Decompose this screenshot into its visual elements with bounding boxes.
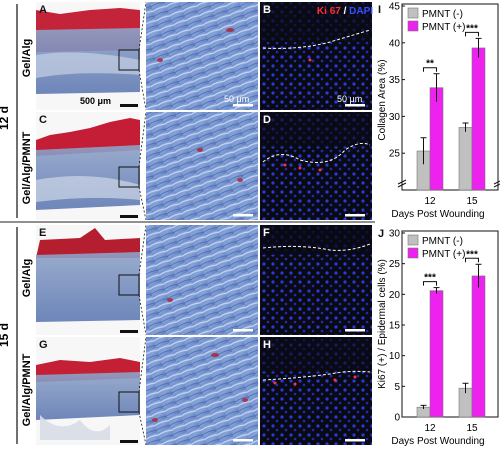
group-12d-text: 12 d (0, 106, 11, 130)
row-label-2: Gel/Alg/PMNT (21, 131, 33, 204)
panel-letter-j: J (378, 228, 384, 240)
chart-i-break (397, 179, 500, 188)
zoom-panels (146, 2, 258, 445)
group-label-15d: 15 d (0, 227, 18, 444)
legend-label-1: PMNT (+) (422, 249, 465, 260)
zoom-panel-row4 (146, 337, 258, 445)
row-label-1: Gel/Alg (21, 39, 33, 78)
legend-swatch-1 (407, 247, 419, 259)
y-tick-label-1: 25 (389, 149, 401, 160)
sig-bracket-0 (423, 281, 437, 286)
y-tick-label-6: 30 (389, 229, 401, 240)
row-labels: Gel/Alg Gel/Alg/PMNT Gel/Alg Gel/Alg/PMN… (21, 39, 33, 427)
chart-j-legend: PMNT (-) PMNT (+) (407, 234, 465, 260)
panel-letter-d: D (263, 114, 271, 126)
panel-letter-i: I (378, 4, 381, 16)
zoom-panel-row1 (146, 2, 258, 110)
zoom-panel-row2 (146, 112, 258, 220)
group-15d-text: 15 d (0, 323, 11, 347)
chart-i-yticks: 25 30 35 40 45 (389, 2, 405, 191)
sig-bracket-0 (423, 67, 437, 72)
x-tick-label-1: 15 (466, 196, 478, 207)
chart-i-xticks: 12 15 (424, 196, 478, 207)
y-tick-label-5: 25 (389, 259, 401, 270)
y-tick-label-3: 35 (389, 75, 401, 86)
legend-label-0: PMNT (-) (422, 236, 463, 247)
overview-panel-a (36, 2, 140, 110)
chart-j-ylabel: Ki67 (+) / Epidermal cells (%) (377, 259, 388, 389)
bar-1-0 (429, 290, 444, 418)
stain-title: Ki 67 / DAPI (317, 6, 373, 17)
y-tick-label-3: 15 (389, 321, 401, 332)
sig-bracket-1 (465, 31, 479, 37)
sig-label-0: *** (424, 273, 436, 284)
chart-i-ylabel: Collagen Area (%) (377, 59, 388, 140)
sig-bracket-1 (465, 257, 479, 263)
zoom-panel-row3 (146, 225, 258, 335)
stain-ki67: Ki 67 (317, 6, 341, 17)
scale-overview-label: 500 μm (80, 96, 111, 106)
stain-sep: / (341, 6, 349, 17)
panel-letter-h: H (263, 339, 271, 351)
y-tick-label-0: 0 (394, 413, 400, 424)
chart-i: Collagen Area (%) Days Post Wounding 25 3… (377, 2, 500, 220)
fluor-panels (260, 2, 372, 445)
legend-label-0: PMNT (-) (422, 9, 463, 20)
y-tick-label-1: 5 (394, 382, 400, 393)
bar-1-0 (429, 87, 444, 191)
x-tick-label-1: 15 (466, 423, 478, 434)
legend-swatch-1 (407, 20, 419, 32)
chart-i-legend: PMNT (-) PMNT (+) (407, 7, 465, 33)
panel-letter-a: A (39, 4, 47, 16)
y-tick-label-5: 45 (389, 2, 401, 13)
panel-letter-g: G (39, 339, 48, 351)
overview-panel-e (36, 225, 140, 335)
legend-swatch-0 (407, 7, 419, 19)
panel-letter-b: B (263, 4, 271, 16)
chart-j-frame (401, 230, 499, 418)
chart-j-bars: *** *** (416, 249, 486, 418)
sig-label-1: *** (466, 249, 478, 260)
group-label-12d: 12 d (0, 4, 18, 218)
legend-swatch-0 (407, 234, 419, 246)
panel-letter-f: F (263, 227, 270, 239)
y-tick-label-2: 30 (389, 112, 401, 123)
chart-i-frame (401, 3, 499, 191)
chart-i-bars: ***** (416, 23, 486, 191)
legend-label-1: PMNT (+) (422, 22, 465, 33)
chart-j-yticks: 0 5 10 15 20 25 30 (389, 229, 405, 424)
stain-dapi: DAPI (349, 6, 373, 17)
x-tick-label-0: 12 (424, 423, 436, 434)
panel-letters: A B C D E F G H I J (39, 4, 384, 351)
y-tick-label-4: 20 (389, 290, 401, 301)
chart-j-xlabel: Days Post Wounding (391, 436, 484, 447)
zoom-connectors (138, 1, 147, 446)
panel-letter-e: E (39, 227, 46, 239)
x-tick-label-0: 12 (424, 196, 436, 207)
chart-i-xlabel: Days Post Wounding (391, 209, 484, 220)
overview-panel-c (36, 112, 140, 220)
sig-label-0: ** (426, 59, 434, 70)
scale-bars: 500 μm 50 μm 50 μm (80, 94, 365, 443)
y-tick-label-2: 10 (389, 351, 401, 362)
scale-zoom-label: 50 μm (224, 94, 249, 104)
row-label-4: Gel/Alg/PMNT (21, 353, 33, 426)
bar-1-1 (471, 47, 486, 191)
scale-fluor-label: 50 μm (337, 94, 362, 104)
chart-j-xticks: 12 15 (424, 423, 478, 434)
sig-label-1: *** (466, 23, 478, 34)
overview-panel-g (36, 337, 140, 445)
y-tick-label-4: 40 (389, 38, 401, 49)
panel-letter-c: C (39, 114, 47, 126)
row-label-3: Gel/Alg (21, 259, 33, 298)
chart-j: Ki67 (+) / Epidermal cells (%) Days Post… (377, 229, 499, 447)
bar-0-1 (458, 127, 473, 191)
bar-1-1 (471, 275, 486, 418)
